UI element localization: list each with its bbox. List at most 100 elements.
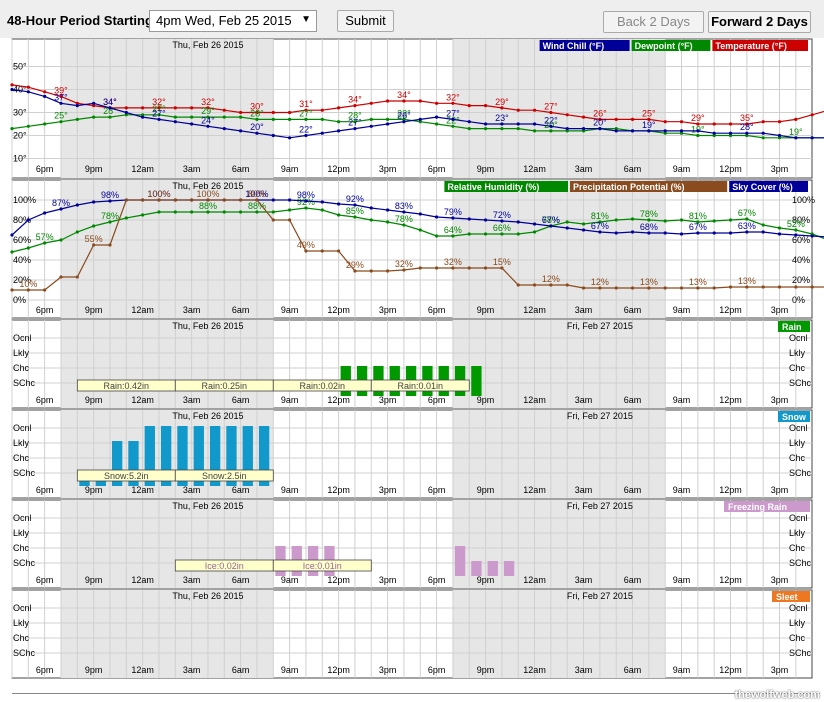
period-select[interactable]: 4pm Wed, Feb 25 2015 ▼ — [149, 10, 317, 32]
legend-label: Precipitation Potential (%) — [573, 182, 685, 192]
wind_chill-point — [418, 117, 422, 121]
back-2-days-button[interactable]: Back 2 Days — [603, 11, 704, 33]
y-tick-label-right: Chc — [789, 363, 806, 373]
temperature-point — [353, 104, 357, 108]
x-tick-label: 6am — [232, 164, 250, 174]
amount-label: Rain:0.01in — [397, 381, 443, 391]
night-shade — [452, 590, 666, 678]
submit-button[interactable]: Submit — [337, 10, 394, 32]
precip-point — [75, 275, 79, 279]
temperature-data-label: 29° — [495, 97, 509, 107]
temperature-point — [565, 113, 569, 117]
x-tick-label: 9am — [281, 485, 299, 495]
legend-swatch — [724, 501, 810, 512]
wind_chill-point — [679, 129, 684, 133]
x-tick-label: 6pm — [36, 164, 54, 174]
sky-point — [696, 231, 700, 235]
temperature-point — [320, 108, 324, 112]
dewpoint-data-label: 28° — [250, 108, 264, 118]
rain-bar — [471, 366, 482, 396]
x-tick-label: 6pm — [36, 305, 54, 315]
x-tick-label: 3pm — [771, 485, 789, 495]
temperature-point — [239, 110, 243, 115]
y-tick-label: 60% — [13, 235, 31, 245]
sky-point — [43, 211, 47, 215]
y-tick-label: 0% — [13, 295, 26, 305]
wind_chill-data-label: 27° — [446, 108, 460, 118]
humidity-point — [663, 219, 667, 223]
wind_chill-point — [630, 129, 635, 133]
forward-2-days-button[interactable]: Forward 2 Days — [708, 11, 811, 33]
dewpoint-point — [304, 117, 308, 121]
sky-point — [483, 218, 488, 222]
wind_chill-point — [614, 129, 618, 133]
x-tick-label: 12am — [523, 305, 546, 315]
wind_chill-point — [92, 101, 96, 105]
humidity-point — [271, 210, 275, 214]
y-tick-label: Lkly — [13, 618, 30, 628]
night-shade — [452, 410, 666, 498]
precip-point — [353, 269, 357, 273]
precip-point — [451, 266, 455, 270]
wind_chill-point — [26, 90, 30, 94]
sky-data-label: 63% — [738, 221, 756, 231]
dewpoint-point — [108, 115, 112, 119]
wind_chill-point — [206, 124, 210, 128]
y-tick-label-right: 100% — [792, 195, 815, 205]
wind_chill-point — [728, 131, 733, 135]
temperature-point — [206, 106, 210, 110]
precip-point — [696, 286, 700, 290]
dewpoint-point — [696, 133, 700, 138]
dewpoint-data-label: 28° — [103, 106, 117, 116]
sky-point — [794, 233, 798, 237]
humidity-point — [402, 223, 406, 227]
humidity-point — [712, 219, 716, 223]
precip-point — [190, 198, 194, 202]
precip-data-label: 100% — [147, 189, 170, 199]
x-tick-label: 12pm — [327, 485, 350, 495]
x-tick-label: 12pm — [327, 395, 350, 405]
date-label: Thu, Feb 26 2015 — [172, 181, 243, 191]
wind_chill-point — [124, 110, 128, 115]
x-tick-label: 12pm — [327, 305, 350, 315]
sky-data-label: 68% — [640, 222, 658, 232]
sky-point — [304, 199, 308, 203]
precip-point — [663, 286, 667, 290]
sky-point — [353, 203, 357, 207]
dewpoint-point — [712, 133, 716, 138]
humidity-point — [320, 208, 324, 212]
precip-point — [630, 286, 635, 290]
humidity-point — [206, 210, 210, 214]
snow-bar — [193, 426, 204, 486]
wind_chill-point — [451, 117, 455, 121]
x-tick-label: 3pm — [379, 485, 397, 495]
dewpoint-point — [679, 131, 684, 135]
temperature-data-label: 35° — [740, 113, 754, 123]
sky-point — [630, 230, 635, 234]
humidity-point — [222, 210, 226, 214]
dewpoint-point — [320, 117, 324, 121]
night-shade — [60, 320, 274, 408]
dewpoint-data-label: 25° — [54, 111, 68, 121]
humidity-point — [385, 220, 390, 224]
precip-point — [532, 283, 537, 287]
humidity-point — [92, 224, 96, 228]
precip-point — [369, 269, 373, 273]
x-tick-label: 6am — [624, 485, 642, 495]
precip-point — [581, 286, 586, 290]
precip-point — [43, 288, 47, 292]
dewpoint-point — [353, 120, 357, 124]
precip-point — [124, 198, 128, 202]
wind_chill-data-label: 34° — [103, 97, 117, 107]
precip-data-label: 80% — [248, 189, 266, 199]
x-tick-label: 3am — [575, 164, 593, 174]
precip-point — [745, 285, 749, 289]
x-tick-label: 6am — [624, 575, 642, 585]
wind_chill-point — [402, 120, 406, 124]
humidity-point — [418, 228, 422, 232]
sky-data-label: 92% — [346, 194, 364, 204]
dewpoint-point — [59, 120, 63, 124]
x-tick-label: 9pm — [477, 485, 495, 495]
sky-point — [92, 200, 96, 204]
